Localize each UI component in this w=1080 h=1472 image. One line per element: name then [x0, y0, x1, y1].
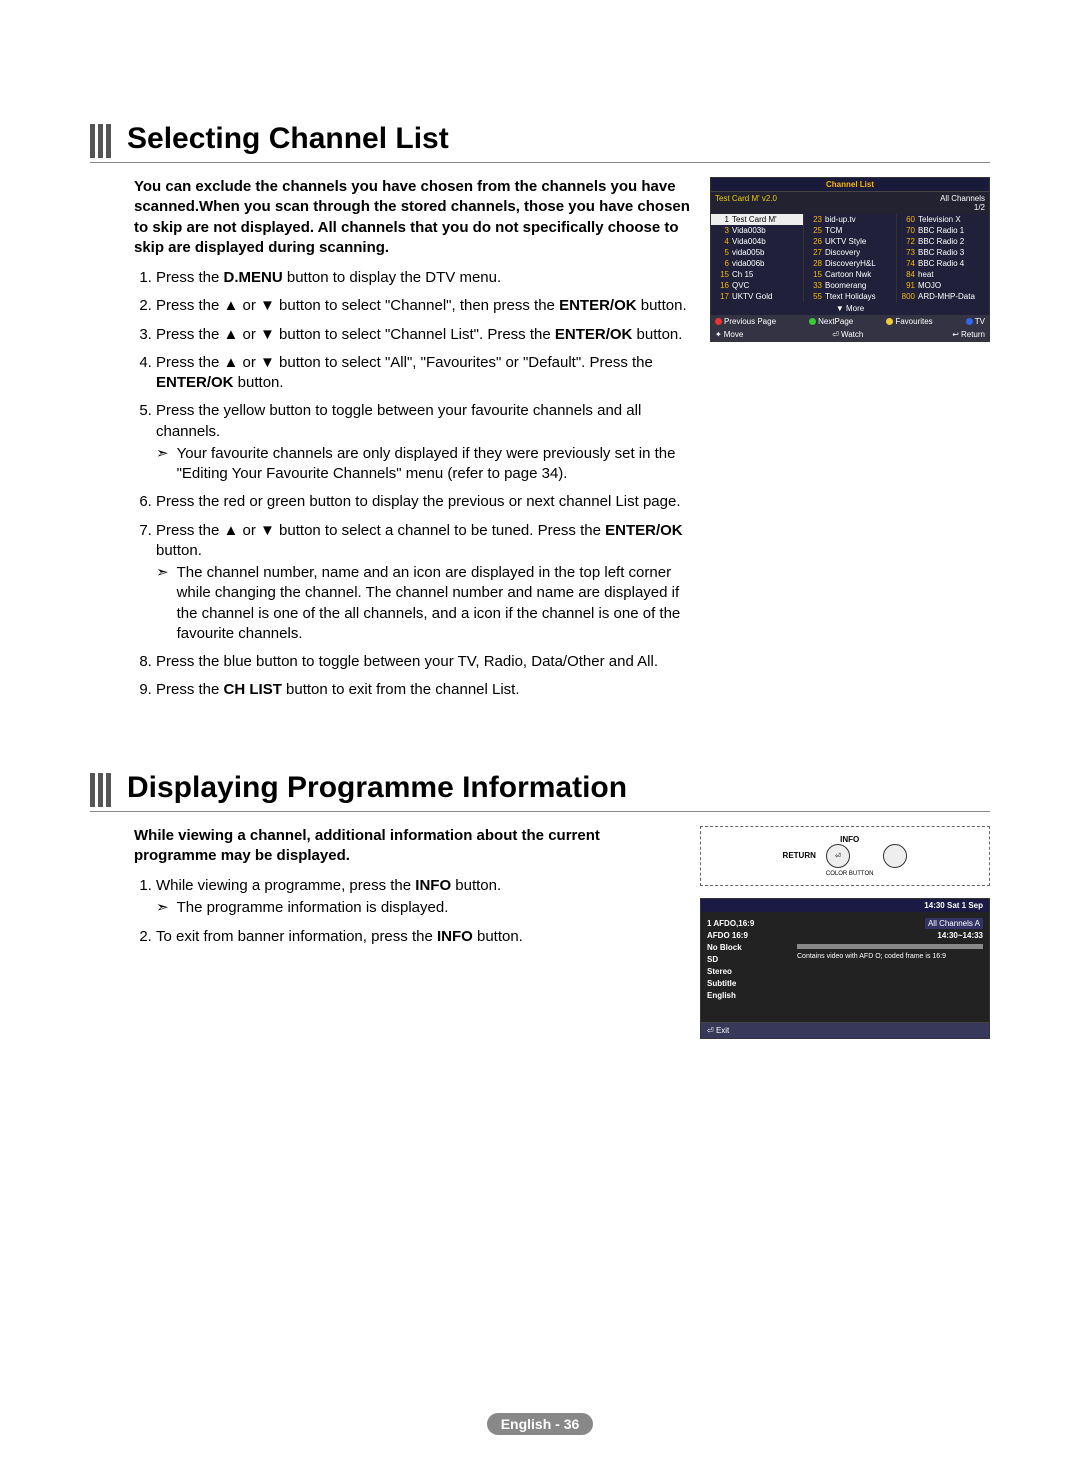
pi-badge: All Channels A — [925, 918, 983, 929]
channel-row: 84heat — [897, 269, 989, 280]
channel-row: 91MOJO — [897, 280, 989, 291]
blue-dot-icon — [966, 318, 973, 325]
channel-row: 55Ttext Holidays — [804, 291, 896, 302]
channel-row: 6vida006b — [711, 258, 803, 269]
pi-description: Contains video with AFD O; coded frame i… — [797, 953, 983, 960]
step-9: Press the CH LIST button to exit from th… — [156, 680, 692, 700]
remote-diagram: RETURN INFO ⏎ COLOR BUTTON — [700, 826, 990, 886]
page-number: English - 36 — [487, 1413, 594, 1435]
pi-timebar: 14:30 Sat 1 Sep — [701, 899, 989, 912]
cl-more: ▼ More — [711, 302, 989, 315]
channel-row: 5vida005b — [711, 247, 803, 258]
info-button-icon: ⏎ — [826, 844, 850, 868]
step-3: Press the ▲ or ▼ button to select "Chann… — [156, 325, 692, 345]
return-label: RETURN — [783, 851, 816, 860]
pi-left-labels: 1 AFDO,16:9 AFDO 16:9 No Block SD Stereo… — [701, 912, 791, 1022]
channel-row: 74BBC Radio 4 — [897, 258, 989, 269]
color-button-label: COLOR BUTTON — [826, 871, 874, 877]
step-4: Press the ▲ or ▼ button to select "All",… — [156, 353, 692, 394]
channel-row: 16QVC — [711, 280, 803, 291]
channel-list-ui: Channel List Test Card M' v2.0 All Chann… — [710, 177, 990, 709]
extra-button-icon — [883, 844, 907, 868]
channel-row: 60Television X — [897, 214, 989, 225]
channel-row: 4Vida004b — [711, 236, 803, 247]
pi-right-content: All Channels A 14:30~14:33 Contains vide… — [791, 912, 989, 1022]
page-footer: English - 36 — [0, 1416, 1080, 1432]
step-5: Press the yellow button to toggle betwee… — [156, 401, 692, 484]
section-2-title: Displaying Programme Information — [127, 769, 627, 811]
channel-row: 28DiscoveryH&L — [804, 258, 896, 269]
channel-row: 1Test Card M' — [711, 214, 803, 225]
channel-row: 25TCM — [804, 225, 896, 236]
step-6: Press the red or green button to display… — [156, 492, 692, 512]
channel-row: 15Ch 15 — [711, 269, 803, 280]
step-2: Press the ▲ or ▼ button to select "Chann… — [156, 296, 692, 316]
section-1-steps: Press the D.MENU button to display the D… — [134, 268, 692, 701]
note-arrow-icon: ➣ — [156, 898, 169, 918]
channel-row: 26UKTV Style — [804, 236, 896, 247]
note-arrow-icon: ➣ — [156, 563, 169, 644]
pi-exit: ⏎ Exit — [701, 1022, 989, 1038]
section-1-intro: You can exclude the channels you have ch… — [134, 177, 692, 258]
channel-row: 72BBC Radio 2 — [897, 236, 989, 247]
cl-columns: 1Test Card M'3Vida003b4Vida004b5vida005b… — [711, 214, 989, 302]
step-8: Press the blue button to toggle between … — [156, 652, 692, 672]
section-1-heading: Selecting Channel List — [90, 120, 990, 163]
info-label: INFO — [840, 835, 859, 844]
red-dot-icon — [715, 318, 722, 325]
cl-title: Channel List — [711, 178, 989, 192]
cl-footer-2: ✦ Move ⏎ Watch ↩ Return — [711, 328, 989, 341]
section-2-steps: While viewing a programme, press the INF… — [134, 876, 682, 947]
green-dot-icon — [809, 318, 816, 325]
section-2-intro: While viewing a channel, additional info… — [134, 826, 682, 867]
progress-bar-icon — [797, 944, 983, 949]
cl-footer-1: Previous Page NextPage Favourites TV — [711, 315, 989, 328]
note-arrow-icon: ➣ — [156, 444, 169, 485]
step-1: Press the D.MENU button to display the D… — [156, 268, 692, 288]
heading-bars-icon — [90, 120, 111, 162]
programme-info-ui: 14:30 Sat 1 Sep 1 AFDO,16:9 AFDO 16:9 No… — [700, 898, 990, 1039]
channel-row: 33Boomerang — [804, 280, 896, 291]
channel-row: 800ARD-MHP-Data — [897, 291, 989, 302]
channel-row: 17UKTV Gold — [711, 291, 803, 302]
channel-row: 3Vida003b — [711, 225, 803, 236]
channel-row: 70BBC Radio 1 — [897, 225, 989, 236]
s2-step-1: While viewing a programme, press the INF… — [156, 876, 682, 919]
cl-top-left: Test Card M' v2.0 — [715, 194, 777, 212]
channel-row: 23bid-up.tv — [804, 214, 896, 225]
channel-row: 15Cartoon Nwk — [804, 269, 896, 280]
section-2-heading: Displaying Programme Information — [90, 769, 990, 812]
step-7: Press the ▲ or ▼ button to select a chan… — [156, 521, 692, 645]
s2-step-2: To exit from banner information, press t… — [156, 927, 682, 947]
section-1-title: Selecting Channel List — [127, 120, 449, 162]
heading-bars-icon — [90, 769, 111, 811]
channel-row: 27Discovery — [804, 247, 896, 258]
channel-row: 73BBC Radio 3 — [897, 247, 989, 258]
yellow-dot-icon — [886, 318, 893, 325]
